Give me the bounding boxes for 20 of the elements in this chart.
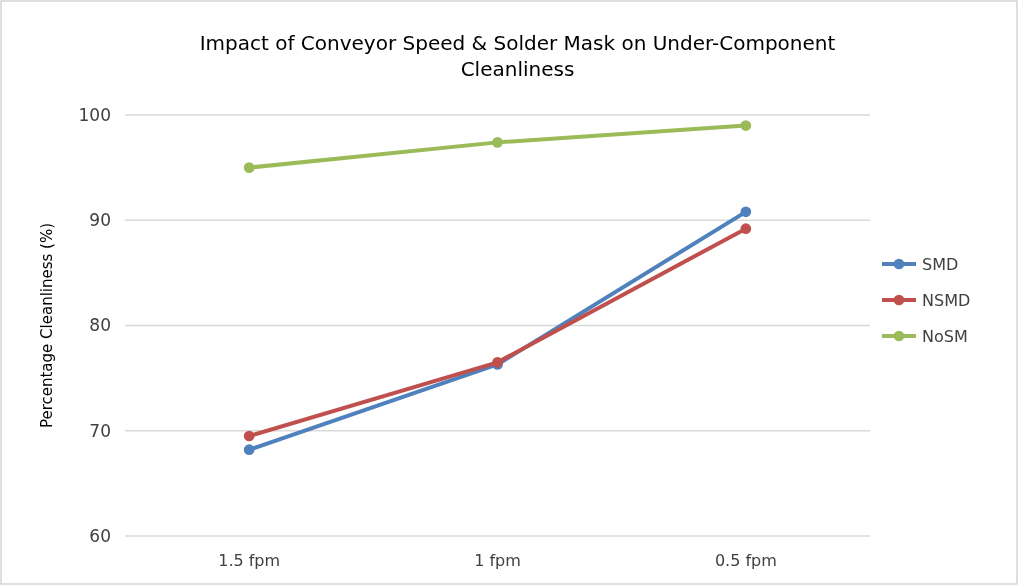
point bbox=[243, 430, 255, 442]
point bbox=[740, 206, 752, 218]
point bbox=[243, 444, 255, 456]
legend-label: NSMD bbox=[922, 290, 971, 310]
y-tick-label: 70 bbox=[89, 420, 111, 441]
x-tick-label: 1 fpm bbox=[474, 551, 521, 570]
point bbox=[740, 223, 752, 235]
y-tick-label: 100 bbox=[78, 104, 111, 125]
point bbox=[740, 120, 752, 131]
point bbox=[243, 162, 255, 173]
legend-label: NoSM bbox=[922, 326, 968, 346]
point bbox=[492, 137, 503, 148]
y-axis-title: Percentage Cleanliness (%) bbox=[38, 222, 56, 429]
chart-title: Impact of Conveyor Speed & Solder Mask on Under-Component Cleanliness bbox=[199, 31, 836, 81]
x-tick-label: 0.5 fpm bbox=[714, 551, 777, 570]
y-tick-label: 80 bbox=[89, 315, 111, 336]
legend-label: SMD bbox=[922, 254, 959, 274]
y-tick-label: 90 bbox=[89, 210, 111, 231]
y-tick-label: 60 bbox=[89, 525, 111, 546]
x-tick-label: 1.5 fpm bbox=[218, 551, 281, 570]
